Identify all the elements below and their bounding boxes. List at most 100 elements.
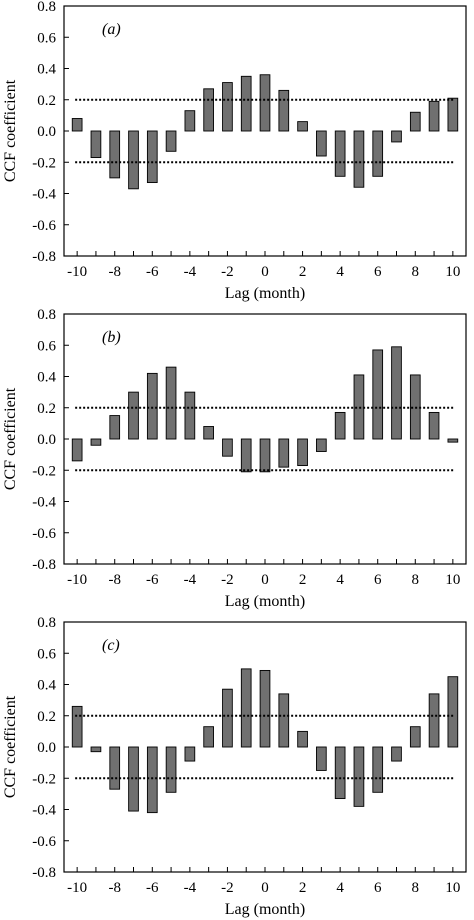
bar xyxy=(316,130,327,157)
panel-label: (b) xyxy=(102,329,121,346)
bar xyxy=(316,438,327,452)
bar xyxy=(391,746,402,762)
y-tick-label: -0.2 xyxy=(32,155,56,171)
y-axis-title: CCF coefficient xyxy=(2,79,19,182)
y-tick-label: 0.4 xyxy=(37,370,56,386)
chart-panel: 0.8 0.6 0.4 0.2 0.0 -0.2 -0.4 -0.6 -0.8 -10 -8 -6 -4… xyxy=(2,0,467,302)
y-tick-label: 0.6 xyxy=(37,646,56,662)
chart-panel: 0.8 0.6 0.4 0.2 0.0 -0.2 -0.4 -0.6 -0.8 -10 -8 -6 -4… xyxy=(2,307,467,610)
bar xyxy=(372,746,384,793)
x-tick-label: -10 xyxy=(67,264,87,280)
bar xyxy=(447,97,459,132)
chart-panel: 0.8 0.6 0.4 0.2 0.0 -0.2 -0.4 -0.6 -0.8 -10 -8 -6 -4… xyxy=(2,615,467,918)
bar xyxy=(109,415,121,440)
y-tick-label: -0.8 xyxy=(32,557,56,573)
bar xyxy=(184,391,196,440)
x-tick-label: 10 xyxy=(445,572,460,588)
bar xyxy=(278,89,290,132)
x-tick-label: 8 xyxy=(412,572,420,588)
bar xyxy=(71,118,83,132)
x-tick-label: -2 xyxy=(221,264,234,280)
bar xyxy=(222,438,233,457)
bar xyxy=(428,100,440,132)
x-tick-label: 4 xyxy=(336,880,344,896)
y-tick-label: -0.4 xyxy=(32,803,56,819)
bar xyxy=(203,88,214,132)
y-tick-label: 0.2 xyxy=(37,709,56,725)
bar xyxy=(334,130,346,177)
bar xyxy=(71,705,83,748)
bar xyxy=(297,730,308,748)
x-tick-label: 10 xyxy=(445,880,460,896)
x-tick-label: 0 xyxy=(261,880,269,896)
x-axis-title: Lag (month) xyxy=(225,285,305,302)
x-tick-label: -8 xyxy=(108,264,121,280)
bar xyxy=(109,746,121,790)
bar xyxy=(278,438,290,468)
x-tick-label: -10 xyxy=(67,572,87,588)
bar xyxy=(447,676,459,748)
bar xyxy=(409,111,421,132)
bar xyxy=(240,438,252,473)
x-tick-label: 6 xyxy=(374,880,382,896)
y-tick-label: 0.4 xyxy=(37,678,56,694)
y-tick-label: -0.2 xyxy=(32,463,56,479)
y-tick-label: 0.8 xyxy=(37,615,56,631)
x-tick-label: -6 xyxy=(146,880,159,896)
bar xyxy=(428,411,440,440)
bar xyxy=(297,121,308,132)
bar xyxy=(184,746,196,762)
x-axis-title: Lag (month) xyxy=(225,901,305,918)
bar xyxy=(334,746,346,800)
x-tick-label: -4 xyxy=(184,880,197,896)
bar xyxy=(90,130,102,159)
x-tick-label: 8 xyxy=(412,264,420,280)
x-tick-label: 8 xyxy=(412,880,420,896)
bar xyxy=(222,688,233,748)
bar xyxy=(297,438,308,467)
bar xyxy=(259,438,271,473)
y-axis-title: CCF coefficient xyxy=(2,387,19,490)
x-tick-label: 6 xyxy=(374,264,382,280)
y-tick-label: -0.2 xyxy=(32,771,56,787)
x-tick-label: -10 xyxy=(67,880,87,896)
y-tick-label: 0.0 xyxy=(37,124,56,140)
y-tick-label: -0.6 xyxy=(32,526,56,542)
x-tick-label: -4 xyxy=(184,572,197,588)
y-tick-label: 0.4 xyxy=(37,62,56,78)
x-tick-label: 6 xyxy=(374,572,382,588)
x-tick-label: 2 xyxy=(299,880,307,896)
y-tick-label: 0.8 xyxy=(37,0,56,15)
bar xyxy=(409,726,421,748)
y-tick-label: 0.6 xyxy=(37,338,56,354)
x-tick-label: -6 xyxy=(146,572,159,588)
x-tick-label: 0 xyxy=(261,572,269,588)
y-tick-label: -0.8 xyxy=(32,249,56,265)
x-tick-label: 0 xyxy=(261,264,269,280)
y-tick-label: -0.8 xyxy=(32,865,56,881)
y-tick-label: -0.6 xyxy=(32,218,56,234)
bar xyxy=(222,82,233,132)
bar xyxy=(90,746,102,753)
x-tick-label: -2 xyxy=(221,572,234,588)
y-tick-label: 0.8 xyxy=(37,307,56,323)
x-axis-title: Lag (month) xyxy=(225,593,305,610)
x-tick-label: 4 xyxy=(336,264,344,280)
bar xyxy=(71,438,83,462)
bar xyxy=(128,130,139,190)
y-tick-label: 0.0 xyxy=(37,740,56,756)
bar xyxy=(165,746,177,793)
x-tick-label: -4 xyxy=(184,264,197,280)
bar xyxy=(391,346,402,440)
y-tick-label: 0.0 xyxy=(37,432,56,448)
x-tick-label: -8 xyxy=(108,572,121,588)
bar xyxy=(146,130,158,184)
bar xyxy=(353,130,365,188)
bar xyxy=(203,426,214,440)
bar xyxy=(428,693,440,748)
bar xyxy=(90,438,102,446)
x-tick-label: -8 xyxy=(108,880,121,896)
bar xyxy=(146,372,158,440)
x-tick-label: -6 xyxy=(146,264,159,280)
